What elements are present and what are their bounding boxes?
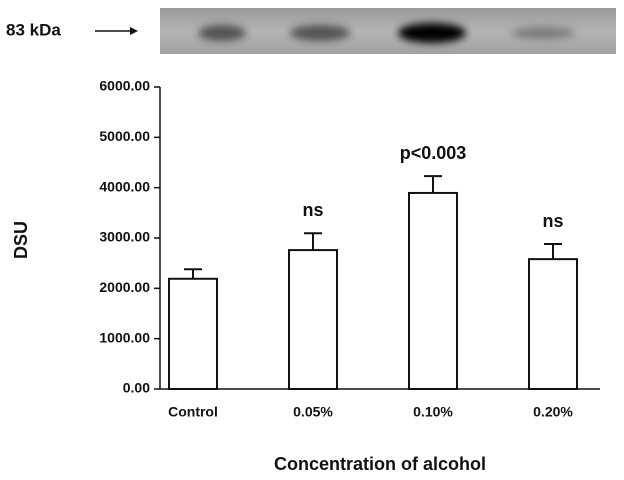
y-tick-label: 5000.00 [99,128,150,144]
arrow [95,27,138,35]
y-tick-label: 6000.00 [99,78,150,94]
annotation: p<0.003 [400,143,467,163]
x-tick-label: Control [168,404,218,420]
y-tick-label: 1000.00 [99,329,150,345]
x-tick-label: 0.20% [533,404,573,420]
annotation: ns [302,200,323,220]
x-tick-label: 0.05% [293,404,333,420]
blot-image [160,8,616,54]
y-tick-label: 2000.00 [99,279,150,295]
x-axis-label: Concentration of alcohol [274,454,486,474]
y-tick-label: 0.00 [123,380,150,396]
annotation: ns [542,211,563,231]
bar [168,277,218,390]
bar [528,258,578,391]
bar [288,249,338,390]
y-tick-label: 4000.00 [99,178,150,194]
x-tick-label: 0.10% [413,404,453,420]
bar [408,191,458,390]
y-tick-label: 3000.00 [99,229,150,245]
y-axis-label: DSU [11,221,31,259]
blot-label: 83 kDa [6,20,61,39]
